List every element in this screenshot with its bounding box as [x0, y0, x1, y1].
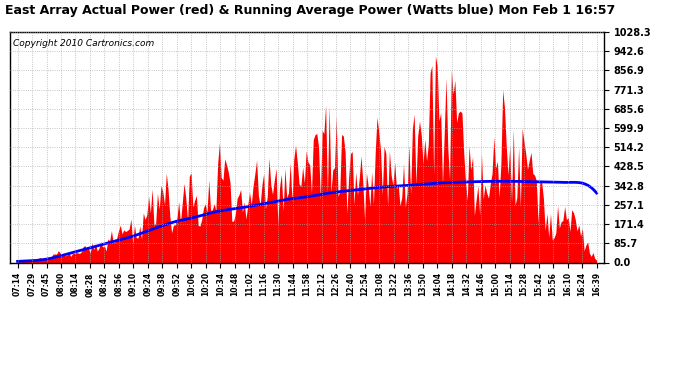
Text: Copyright 2010 Cartronics.com: Copyright 2010 Cartronics.com: [13, 39, 155, 48]
Text: East Array Actual Power (red) & Running Average Power (Watts blue) Mon Feb 1 16:: East Array Actual Power (red) & Running …: [6, 4, 615, 17]
